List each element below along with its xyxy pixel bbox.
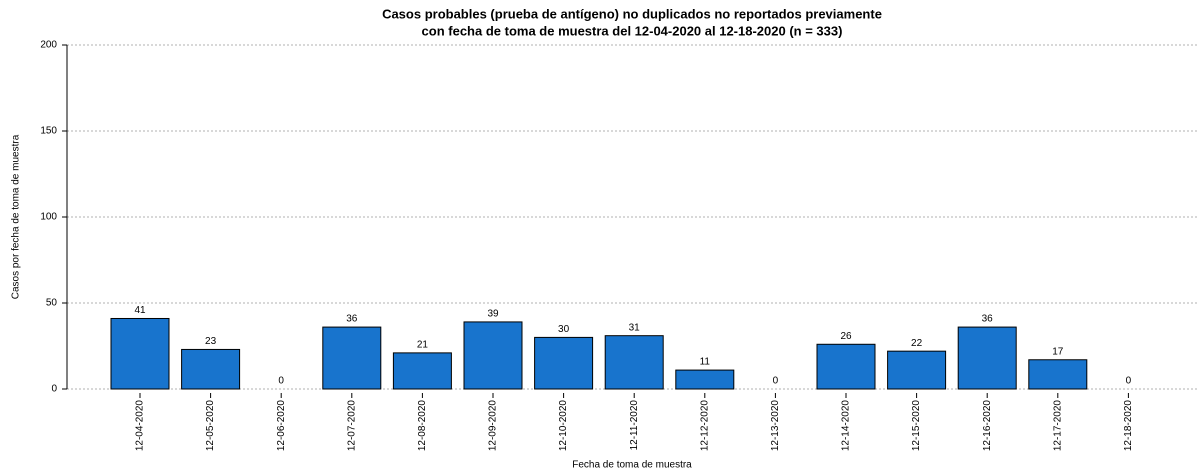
x-tick-label: 12-06-2020 — [276, 400, 287, 452]
x-tick-label: 12-15-2020 — [911, 400, 922, 452]
value-label: 36 — [346, 314, 358, 325]
x-tick-label: 12-12-2020 — [699, 400, 710, 452]
bar — [816, 343, 876, 390]
bar — [534, 336, 594, 390]
x-tick-label: 12-16-2020 — [982, 400, 993, 452]
bar — [110, 317, 170, 390]
value-label: 11 — [700, 357, 711, 368]
value-label: 26 — [840, 331, 852, 342]
value-label: 31 — [629, 322, 641, 333]
value-label: 0 — [278, 376, 284, 387]
x-tick-label: 12-10-2020 — [558, 400, 569, 452]
y-tick-label: 0 — [51, 384, 57, 395]
y-tick-label: 150 — [40, 126, 57, 137]
bar — [675, 369, 735, 390]
x-tick-label: 12-08-2020 — [417, 400, 428, 452]
x-tick-label: 12-18-2020 — [1123, 400, 1134, 452]
x-tick-label: 12-09-2020 — [488, 400, 499, 452]
x-tick-label: 12-13-2020 — [770, 400, 781, 452]
value-label: 22 — [911, 338, 923, 349]
x-tick-label: 12-05-2020 — [205, 400, 216, 452]
value-label: 39 — [487, 309, 499, 320]
value-label: 30 — [558, 324, 570, 335]
value-label: 0 — [1126, 376, 1132, 387]
y-tick-label: 100 — [40, 212, 57, 223]
bar — [181, 348, 241, 390]
bar — [322, 326, 382, 390]
bar — [887, 350, 947, 390]
value-label: 23 — [205, 336, 217, 347]
value-label: 17 — [1052, 346, 1064, 357]
x-tick-label: 12-07-2020 — [346, 400, 357, 452]
x-tick-label: 12-14-2020 — [841, 400, 852, 452]
chart-title: con fecha de toma de muestra del 12-04-2… — [422, 23, 843, 38]
y-tick-label: 50 — [46, 298, 58, 309]
y-tick-label: 200 — [40, 40, 57, 51]
bar — [463, 321, 523, 390]
chart-title: Casos probables (prueba de antígeno) no … — [382, 6, 882, 21]
x-tick-label: 12-17-2020 — [1052, 400, 1063, 452]
value-label: 41 — [134, 305, 146, 316]
value-label: 36 — [982, 314, 994, 325]
value-label: 21 — [417, 340, 429, 351]
bar — [392, 352, 452, 390]
y-axis-label: Casos por fecha de toma de muestra — [11, 134, 22, 299]
value-label: 0 — [773, 376, 779, 387]
x-axis-label: Fecha de toma de muestra — [572, 460, 692, 471]
bar — [1028, 359, 1088, 390]
bar — [604, 335, 664, 390]
x-tick-label: 12-04-2020 — [135, 400, 146, 452]
x-tick-label: 12-11-2020 — [629, 400, 640, 451]
bar — [957, 326, 1017, 390]
